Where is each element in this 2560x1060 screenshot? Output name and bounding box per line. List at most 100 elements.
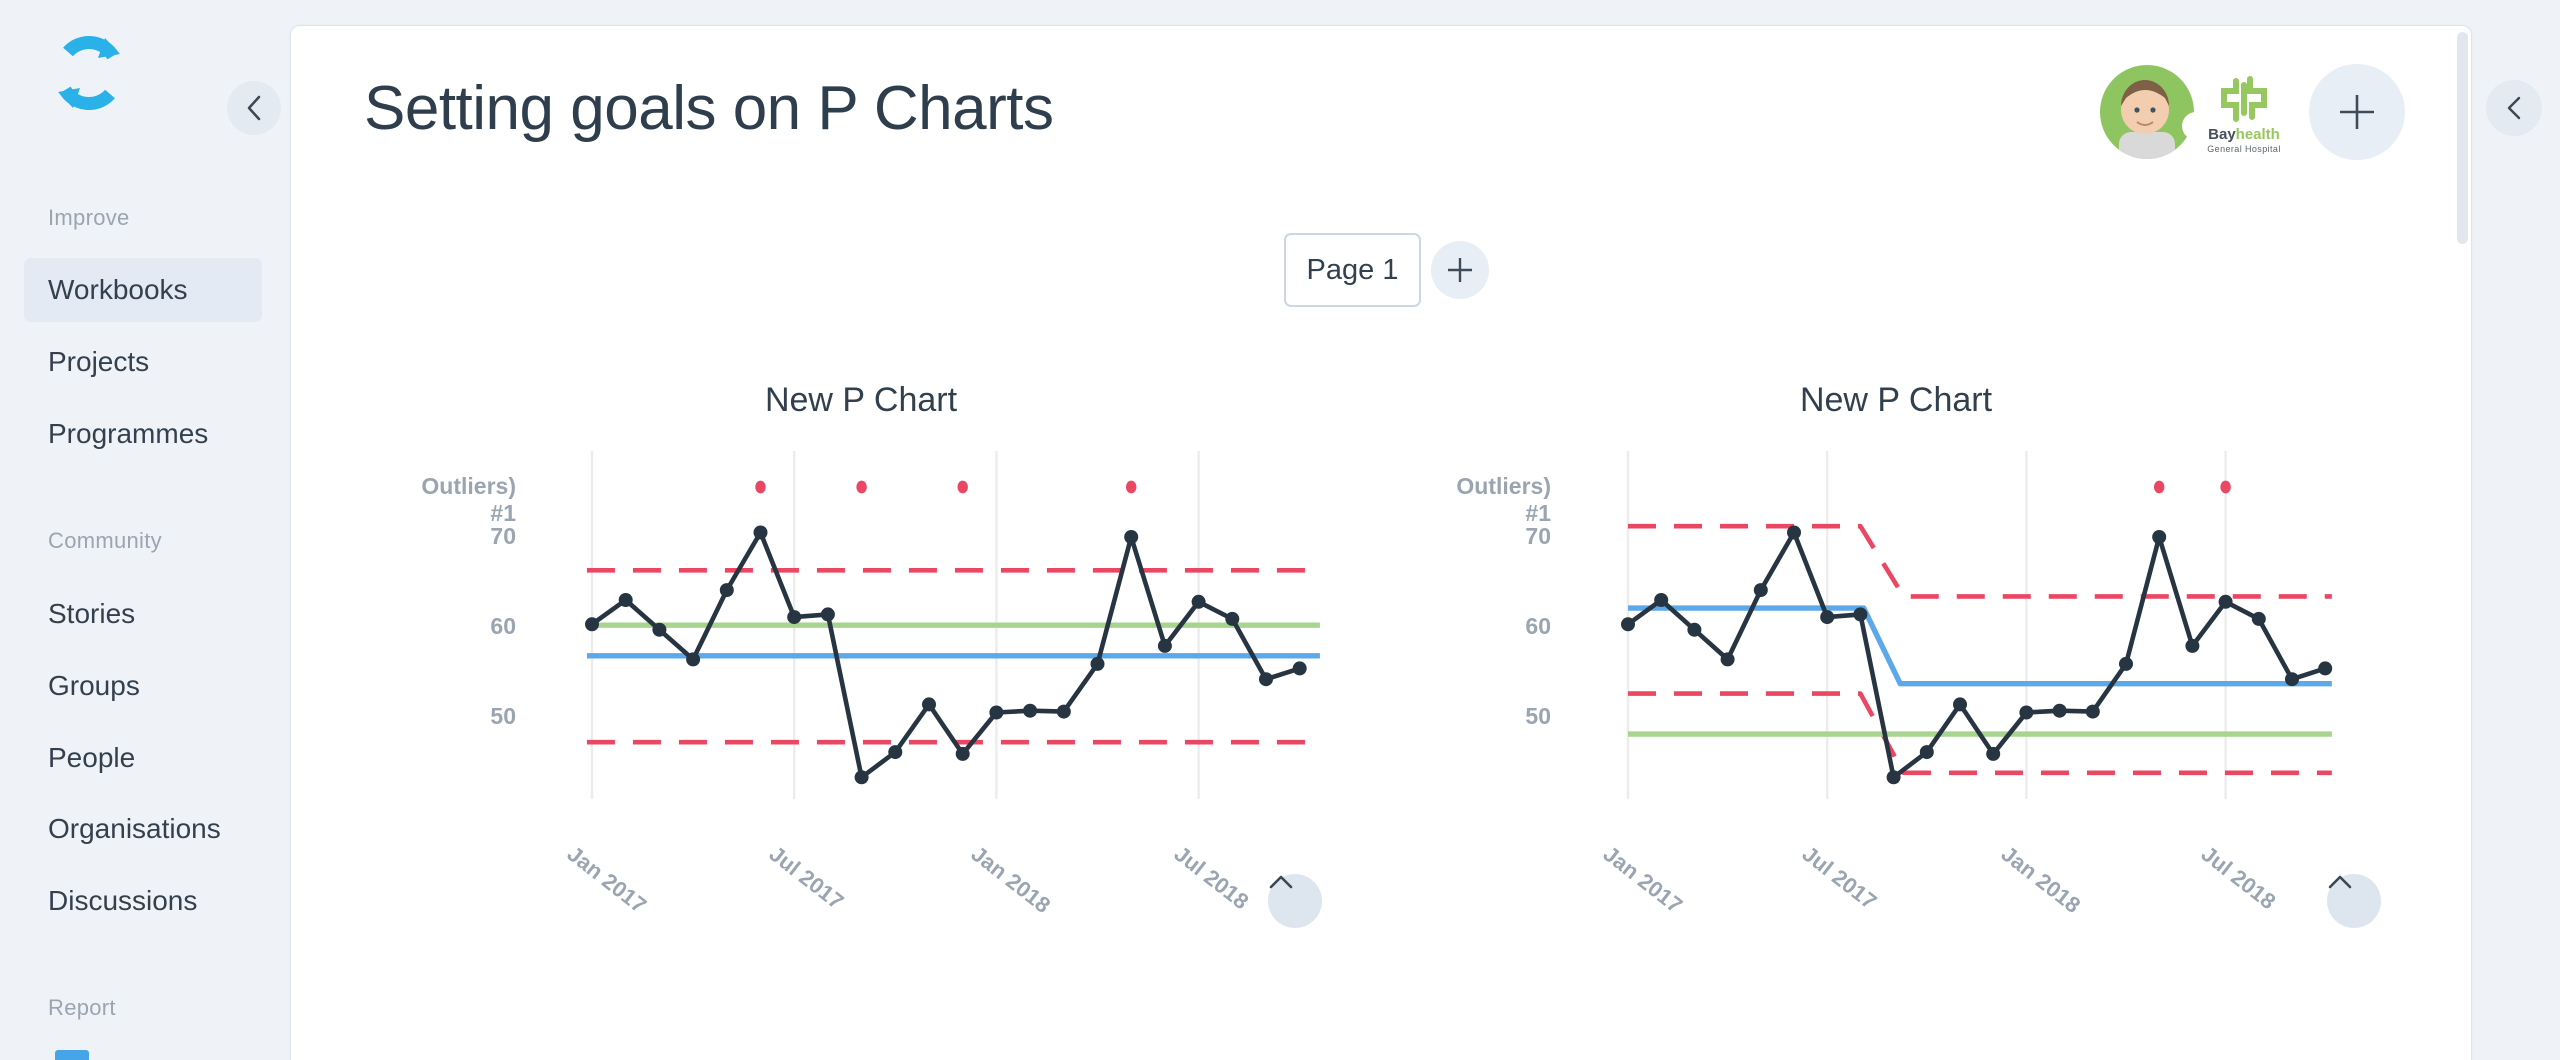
outlier-dot[interactable] — [2220, 480, 2231, 494]
chevron-up-icon — [2328, 875, 2352, 889]
collapse-chart-button[interactable] — [2327, 874, 2381, 928]
sidebar-item-organisations[interactable]: Organisations — [24, 797, 262, 861]
data-point[interactable] — [2119, 656, 2133, 671]
data-point[interactable] — [1953, 697, 1967, 712]
data-point[interactable] — [719, 583, 734, 598]
data-point[interactable] — [1919, 745, 1934, 760]
data-point[interactable] — [1191, 594, 1206, 609]
sidebar-item-label: People — [48, 742, 136, 773]
chevron-up-shape — [2328, 875, 2352, 889]
sidebar-item-discussions[interactable]: Discussions — [24, 869, 262, 933]
p-chart-right: New P Chart Outliers) #1 70 60 50 Jan 2017 Jul… — [1426, 369, 2381, 969]
data-point[interactable] — [753, 525, 768, 540]
data-point[interactable] — [2085, 704, 2100, 719]
sidebar-section-report: Report — [48, 995, 116, 1020]
data-point[interactable] — [2185, 638, 2200, 653]
data-point[interactable] — [1886, 770, 1901, 785]
data-point[interactable] — [2152, 530, 2167, 544]
data-point[interactable] — [585, 617, 599, 632]
data-point[interactable] — [2285, 672, 2299, 687]
data-point[interactable] — [2218, 594, 2233, 609]
data-point[interactable] — [1225, 611, 1240, 626]
outlier-row-label: Outliers) #1 — [1456, 473, 1551, 526]
sidebar-item-label: Discussions — [48, 885, 198, 916]
data-point[interactable] — [854, 770, 869, 785]
outlier-dot[interactable] — [1126, 480, 1137, 494]
outlier-row-label: Outliers) #1 — [421, 473, 516, 526]
add-page-button[interactable] — [1431, 241, 1489, 299]
sidebar-item-projects[interactable]: Projects — [24, 330, 262, 394]
data-point[interactable] — [1687, 622, 1702, 637]
data-point[interactable] — [686, 652, 701, 667]
data-point[interactable] — [787, 610, 802, 625]
data-line — [589, 530, 1303, 780]
organisation-name: Bayhealth — [2208, 126, 2280, 143]
organisation-logo[interactable]: Bayhealth General Hospital — [2199, 71, 2289, 181]
data-point[interactable] — [922, 697, 936, 712]
data-point[interactable] — [2052, 703, 2067, 718]
sidebar-item-people[interactable]: People — [24, 726, 262, 790]
sidebar-section-community: Community — [48, 528, 162, 553]
data-point[interactable] — [1124, 530, 1139, 544]
data-point[interactable] — [1157, 638, 1172, 653]
chart-title: New P Chart — [1799, 381, 1993, 419]
p-chart-left: New P Chart Outliers) #1 70 60 50 Jan 2017 Jul… — [391, 369, 1331, 969]
sidebar-item-label: Groups — [48, 670, 140, 701]
center-line-line — [1628, 605, 2332, 687]
data-point[interactable] — [1853, 607, 1868, 622]
data-line — [1625, 530, 2328, 780]
sidebar-item-stories[interactable]: Stories — [24, 582, 262, 646]
main-panel: Setting goals on P Charts — [290, 25, 2472, 1060]
data-point[interactable] — [1753, 583, 1768, 598]
chart-plot — [1621, 451, 2333, 799]
y-axis-tick-label: 70 — [1525, 523, 1551, 549]
sidebar-item-programmes[interactable]: Programmes — [24, 402, 262, 466]
data-point[interactable] — [1023, 703, 1038, 718]
data-point[interactable] — [1820, 610, 1835, 625]
chevron-up-icon — [1269, 875, 1293, 889]
data-point[interactable] — [2318, 661, 2333, 676]
y-axis-tick-label: 60 — [490, 613, 516, 639]
page-title: Setting goals on P Charts — [364, 74, 1054, 143]
data-point[interactable] — [2251, 611, 2266, 626]
sidebar-item-groups[interactable]: Groups — [24, 654, 262, 718]
sidebar-item-workbooks[interactable]: Workbooks — [24, 258, 262, 322]
data-point[interactable] — [652, 622, 667, 637]
outlier-dot[interactable] — [755, 480, 766, 494]
outlier-dot[interactable] — [2154, 480, 2165, 494]
medical-cross-icon — [2221, 76, 2267, 122]
data-point[interactable] — [1654, 593, 1669, 607]
add-button[interactable] — [2309, 64, 2405, 160]
sidebar-collapse-button[interactable] — [227, 81, 281, 135]
data-point[interactable] — [1720, 652, 1735, 667]
sidebar-item-label: Organisations — [48, 813, 221, 844]
data-point[interactable] — [955, 746, 970, 761]
page-tab[interactable]: Page 1 — [1284, 233, 1421, 307]
outlier-dot[interactable] — [856, 480, 867, 494]
data-point[interactable] — [1986, 746, 2001, 761]
data-point[interactable] — [618, 593, 633, 607]
sidebar-item-label: Workbooks — [48, 274, 188, 305]
data-point[interactable] — [1090, 656, 1105, 671]
data-point[interactable] — [2019, 705, 2034, 720]
sidebar-item-label: Programmes — [48, 418, 209, 449]
app-logo-icon[interactable] — [50, 34, 128, 112]
user-avatar[interactable] — [2099, 64, 2210, 160]
collapse-chart-button[interactable] — [1268, 874, 1322, 928]
outlier-dot[interactable] — [957, 480, 968, 494]
data-point[interactable] — [1056, 704, 1071, 719]
data-point[interactable] — [820, 607, 835, 622]
organisation-subtitle: General Hospital — [2207, 144, 2281, 154]
scrollbar-thumb[interactable] — [2457, 32, 2468, 244]
chevron-left-icon — [2507, 96, 2521, 120]
data-point[interactable] — [1292, 661, 1307, 676]
data-point[interactable] — [1259, 672, 1273, 687]
data-point[interactable] — [1621, 617, 1635, 632]
data-point[interactable] — [989, 705, 1004, 720]
right-panel-collapse-button[interactable] — [2486, 80, 2542, 136]
data-point[interactable] — [888, 745, 903, 760]
sidebar-item-clipped-fragment[interactable] — [55, 1050, 89, 1060]
chevron-up-shape — [1269, 875, 1293, 889]
data-point[interactable] — [1787, 525, 1801, 540]
